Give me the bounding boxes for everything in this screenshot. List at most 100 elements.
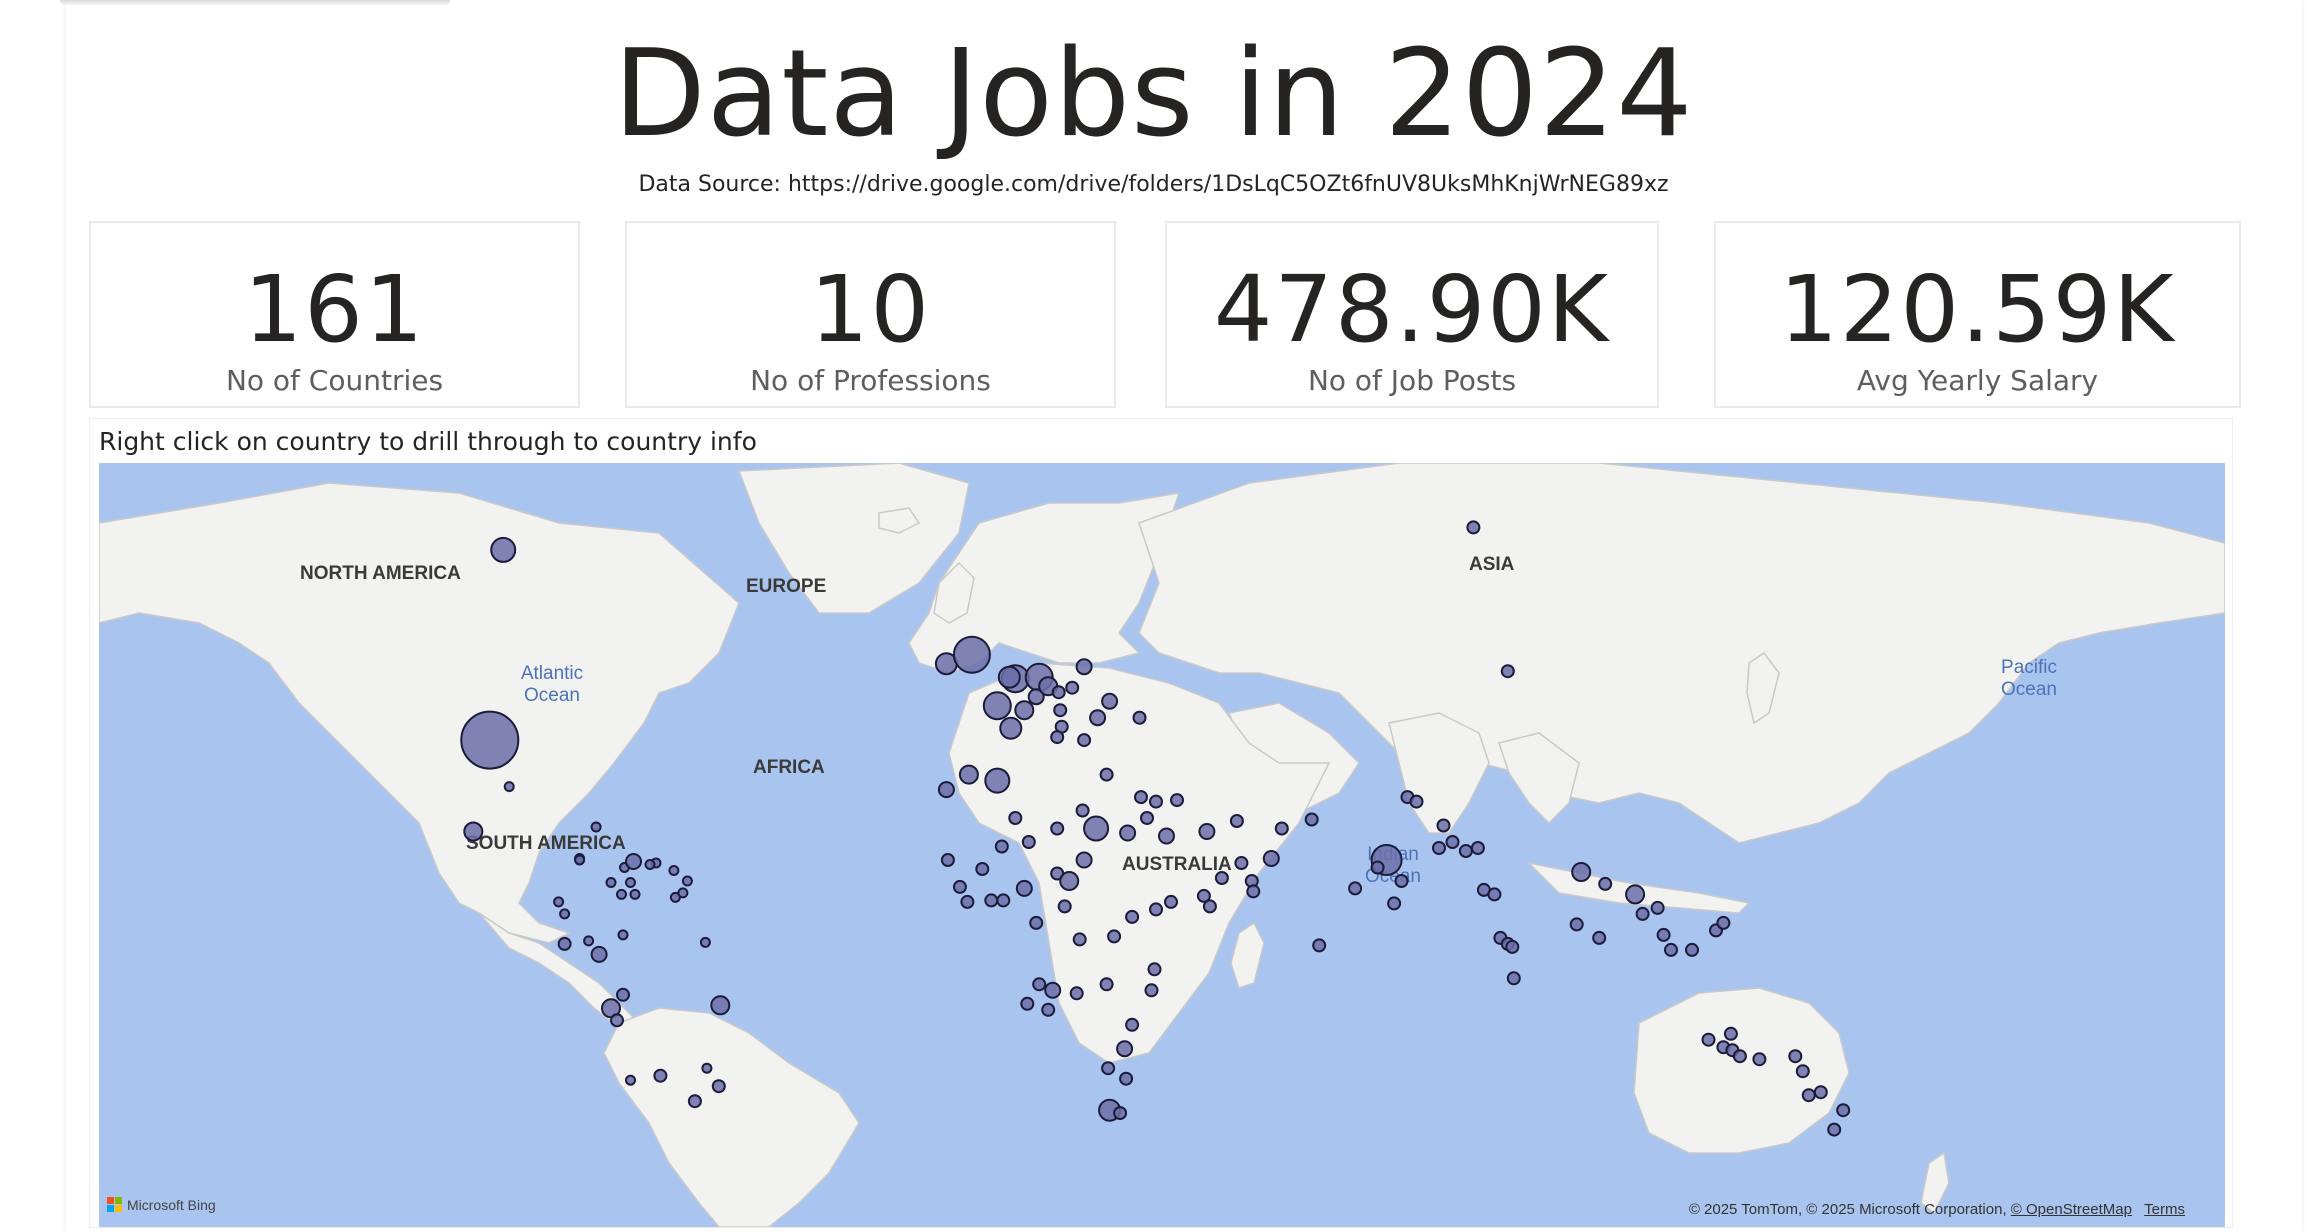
country-bubble[interactable]	[1348, 881, 1363, 896]
country-bubble[interactable]	[1246, 884, 1261, 899]
country-bubble[interactable]	[1149, 794, 1163, 809]
country-bubble[interactable]	[1656, 927, 1671, 942]
country-bubble[interactable]	[1813, 1085, 1828, 1100]
country-bubble[interactable]	[1801, 1088, 1816, 1103]
country-bubble[interactable]	[1262, 850, 1280, 867]
country-bubble[interactable]	[701, 1062, 713, 1074]
kpi-card-avg-salary[interactable]: 120.59K Avg Yearly Salary	[1714, 221, 2241, 408]
country-bubble[interactable]	[610, 1013, 624, 1028]
country-bubble[interactable]	[1101, 1061, 1116, 1076]
kpi-card-job-posts[interactable]: 478.90K No of Job Posts	[1165, 221, 1659, 408]
country-bubble[interactable]	[1198, 823, 1216, 840]
country-bubble[interactable]	[952, 635, 991, 674]
country-bubble[interactable]	[1125, 1017, 1140, 1032]
kpi-card-professions[interactable]: 10 No of Professions	[625, 221, 1116, 408]
country-bubble[interactable]	[1470, 841, 1485, 855]
country-bubble[interactable]	[1077, 733, 1092, 748]
country-bubble[interactable]	[1635, 906, 1650, 921]
world-map[interactable]: NORTH AMERICA EUROPE ASIA AFRICA SOUTH A…	[99, 463, 2225, 1227]
country-bubble[interactable]	[984, 767, 1011, 794]
country-bubble[interactable]	[590, 945, 608, 963]
country-bubble[interactable]	[1099, 977, 1114, 992]
country-bubble[interactable]	[668, 865, 680, 876]
country-bubble[interactable]	[1685, 942, 1699, 957]
country-bubble[interactable]	[1650, 900, 1665, 915]
country-bubble[interactable]	[940, 853, 955, 867]
country-bubble[interactable]	[1598, 876, 1613, 891]
country-bubble[interactable]	[1053, 703, 1068, 718]
country-bubble[interactable]	[1505, 939, 1520, 954]
country-bubble[interactable]	[1716, 915, 1731, 930]
country-bubble[interactable]	[1125, 909, 1140, 924]
country-bubble[interactable]	[1409, 794, 1424, 809]
country-bubble[interactable]	[1164, 894, 1178, 909]
country-bubble[interactable]	[1065, 680, 1080, 695]
country-bubble[interactable]	[559, 908, 571, 920]
country-bubble[interactable]	[711, 1079, 726, 1094]
country-bubble[interactable]	[1032, 977, 1047, 992]
country-bubble[interactable]	[1014, 700, 1035, 721]
country-bubble[interactable]	[1044, 981, 1062, 999]
country-bubble[interactable]	[677, 887, 689, 899]
country-bubble[interactable]	[1057, 899, 1072, 914]
country-bubble[interactable]	[710, 995, 731, 1016]
country-bubble[interactable]	[1072, 932, 1087, 947]
country-bubble[interactable]	[1083, 815, 1110, 842]
country-bubble[interactable]	[997, 665, 1021, 689]
country-bubble[interactable]	[1827, 1122, 1842, 1137]
country-bubble[interactable]	[952, 879, 967, 894]
country-bubble[interactable]	[1569, 917, 1584, 932]
country-bubble[interactable]	[1701, 1032, 1716, 1047]
country-bubble[interactable]	[1069, 986, 1084, 1001]
country-bubble[interactable]	[625, 853, 642, 870]
country-bubble[interactable]	[1436, 818, 1451, 833]
country-bubble[interactable]	[1008, 811, 1023, 825]
country-bubble[interactable]	[1119, 1071, 1134, 1086]
country-bubble[interactable]	[1500, 664, 1515, 679]
country-bubble[interactable]	[1020, 996, 1035, 1011]
country-bubble[interactable]	[1312, 938, 1327, 953]
country-bubble[interactable]	[1571, 862, 1592, 882]
kpi-card-countries[interactable]: 161 No of Countries	[89, 221, 580, 408]
country-bubble[interactable]	[1202, 899, 1217, 914]
country-bubble[interactable]	[958, 764, 979, 785]
country-bubbles[interactable]	[460, 520, 1851, 1137]
country-bubble[interactable]	[1625, 884, 1646, 905]
country-bubble[interactable]	[687, 1094, 702, 1109]
country-bubble[interactable]	[1144, 983, 1159, 998]
country-bubble[interactable]	[616, 888, 627, 900]
country-bubble[interactable]	[1075, 851, 1093, 869]
country-bubble[interactable]	[1041, 1002, 1056, 1017]
country-bubble[interactable]	[629, 888, 641, 900]
country-bubble[interactable]	[1059, 871, 1080, 891]
country-bubble[interactable]	[1487, 887, 1502, 902]
country-bubble[interactable]	[1089, 709, 1107, 727]
country-bubble[interactable]	[1132, 710, 1147, 725]
country-bubble[interactable]	[681, 875, 693, 887]
country-bubble[interactable]	[1466, 520, 1481, 535]
terms-link[interactable]: Terms	[2144, 1201, 2185, 1218]
country-bubble[interactable]	[1099, 767, 1114, 782]
country-bubble[interactable]	[1051, 685, 1066, 700]
country-bubble[interactable]	[1101, 692, 1119, 710]
openstreetmap-link[interactable]: © OpenStreetMap	[2010, 1201, 2132, 1218]
country-bubble[interactable]	[1015, 879, 1033, 897]
country-bubble[interactable]	[960, 894, 975, 909]
country-bubble[interactable]	[1234, 856, 1249, 870]
country-bubble[interactable]	[617, 929, 629, 941]
country-bubble[interactable]	[1394, 874, 1409, 888]
country-bubble[interactable]	[1119, 824, 1137, 842]
country-bubble[interactable]	[590, 821, 602, 833]
country-bubble[interactable]	[625, 1074, 636, 1086]
country-bubble[interactable]	[1795, 1064, 1810, 1079]
country-bubble[interactable]	[503, 781, 515, 793]
country-bubble[interactable]	[937, 781, 955, 799]
country-bubble[interactable]	[1752, 1052, 1767, 1067]
country-bubble[interactable]	[1836, 1103, 1851, 1118]
country-bubble[interactable]	[557, 936, 572, 951]
country-bubble[interactable]	[1134, 790, 1148, 805]
country-bubble[interactable]	[1050, 730, 1065, 745]
country-bubble[interactable]	[553, 896, 565, 908]
country-bubble[interactable]	[616, 987, 630, 1002]
country-bubble[interactable]	[1214, 871, 1229, 885]
